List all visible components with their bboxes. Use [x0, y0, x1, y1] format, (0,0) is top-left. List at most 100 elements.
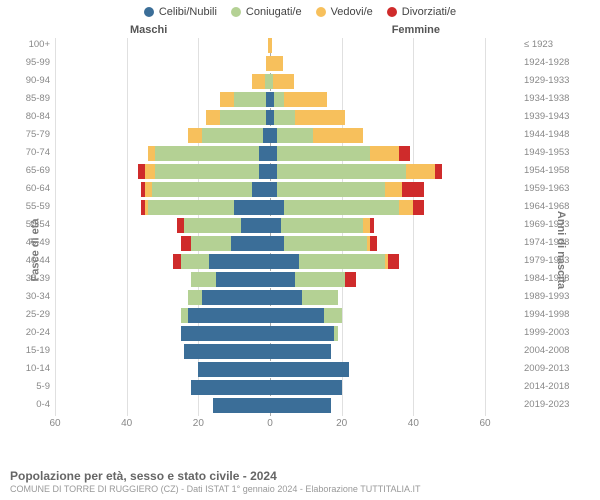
- pyramid-row: [55, 92, 485, 107]
- age-label: 60-64: [0, 184, 50, 194]
- segment-married: [191, 272, 216, 287]
- female-side: [270, 110, 345, 125]
- age-label: 15-19: [0, 346, 50, 356]
- plot-area: [55, 38, 485, 416]
- segment-divorced: [181, 236, 192, 251]
- segment-widowed: [313, 128, 363, 143]
- birth-label: 1949-1953: [524, 148, 594, 158]
- segment-widowed: [284, 92, 327, 107]
- segment-married: [234, 92, 266, 107]
- segment-widowed: [252, 74, 265, 89]
- age-labels: 100+95-9990-9485-8980-8475-7970-7465-696…: [0, 38, 50, 416]
- age-label: 75-79: [0, 130, 50, 140]
- pyramid-row: [55, 182, 485, 197]
- pyramid-row: [55, 38, 485, 53]
- female-side: [270, 74, 294, 89]
- segment-single: [252, 182, 270, 197]
- legend-label: Celibi/Nubili: [159, 6, 217, 18]
- male-side: [188, 128, 270, 143]
- legend-label: Divorziati/e: [402, 6, 456, 18]
- segment-married: [148, 200, 234, 215]
- segment-widowed: [363, 218, 370, 233]
- segment-divorced: [138, 164, 145, 179]
- x-tick: 60: [49, 418, 60, 429]
- segment-single: [270, 146, 277, 161]
- pyramid-row: [55, 380, 485, 395]
- age-label: 10-14: [0, 364, 50, 374]
- birth-label: 1974-1978: [524, 238, 594, 248]
- age-label: 0-4: [0, 400, 50, 410]
- segment-divorced: [177, 218, 184, 233]
- segment-married: [181, 308, 188, 323]
- segment-single: [213, 398, 270, 413]
- legend-item: Divorziati/e: [387, 6, 456, 18]
- segment-single: [270, 164, 277, 179]
- segment-single: [234, 200, 270, 215]
- segment-married: [302, 290, 338, 305]
- segment-single: [241, 218, 270, 233]
- male-side: [138, 164, 270, 179]
- segment-married: [191, 236, 230, 251]
- segment-married: [152, 182, 252, 197]
- male-side: [191, 380, 270, 395]
- segment-single: [259, 164, 270, 179]
- birth-label: 1989-1993: [524, 292, 594, 302]
- age-label: 35-39: [0, 274, 50, 284]
- female-side: [270, 236, 377, 251]
- birth-label: 1929-1933: [524, 76, 594, 86]
- pyramid-row: [55, 146, 485, 161]
- female-side: [270, 56, 283, 71]
- male-side: [213, 398, 270, 413]
- male-side: [141, 200, 270, 215]
- male-side: [252, 74, 270, 89]
- birth-label: 2004-2008: [524, 346, 594, 356]
- birth-label: 1979-1983: [524, 256, 594, 266]
- segment-widowed: [270, 56, 283, 71]
- segment-married: [184, 218, 241, 233]
- birth-label: 1924-1928: [524, 58, 594, 68]
- pyramid-row: [55, 164, 485, 179]
- gridline: [485, 38, 486, 416]
- birth-label: 1964-1968: [524, 202, 594, 212]
- segment-single: [209, 254, 270, 269]
- segment-married: [155, 146, 259, 161]
- x-tick: 0: [267, 418, 273, 429]
- population-pyramid-chart: Celibi/Nubili Coniugati/e Vedovi/e Divorzia…: [0, 0, 600, 500]
- birth-label: ≤ 1923: [524, 40, 594, 50]
- age-label: 25-29: [0, 310, 50, 320]
- female-side: [270, 398, 331, 413]
- female-side: [270, 164, 442, 179]
- pyramid-row: [55, 308, 485, 323]
- female-side: [270, 380, 342, 395]
- segment-married: [155, 164, 259, 179]
- segment-divorced: [435, 164, 442, 179]
- pyramid-row: [55, 200, 485, 215]
- segment-widowed: [188, 128, 202, 143]
- age-label: 90-94: [0, 76, 50, 86]
- birth-label: 1944-1948: [524, 130, 594, 140]
- age-label: 85-89: [0, 94, 50, 104]
- footer-title: Popolazione per età, sesso e stato civil…: [10, 469, 590, 483]
- segment-single: [198, 362, 270, 377]
- x-axis: 6040200204060: [55, 418, 485, 438]
- legend-swatch: [387, 7, 397, 17]
- female-side: [270, 182, 424, 197]
- legend: Celibi/Nubili Coniugati/e Vedovi/e Divorzia…: [8, 6, 592, 18]
- female-side: [270, 290, 338, 305]
- segment-single: [270, 236, 284, 251]
- segment-divorced: [413, 200, 424, 215]
- legend-label: Coniugati/e: [246, 6, 302, 18]
- age-label: 70-74: [0, 148, 50, 158]
- birth-label: 1959-1963: [524, 184, 594, 194]
- segment-single: [270, 344, 331, 359]
- segment-widowed: [220, 92, 234, 107]
- segment-single: [270, 326, 334, 341]
- segment-married: [284, 200, 399, 215]
- female-side: [270, 146, 410, 161]
- birth-label: 1999-2003: [524, 328, 594, 338]
- segment-divorced: [370, 236, 377, 251]
- female-side: [270, 92, 327, 107]
- segment-married: [281, 218, 363, 233]
- male-side: [141, 182, 270, 197]
- legend-item: Vedovi/e: [316, 6, 373, 18]
